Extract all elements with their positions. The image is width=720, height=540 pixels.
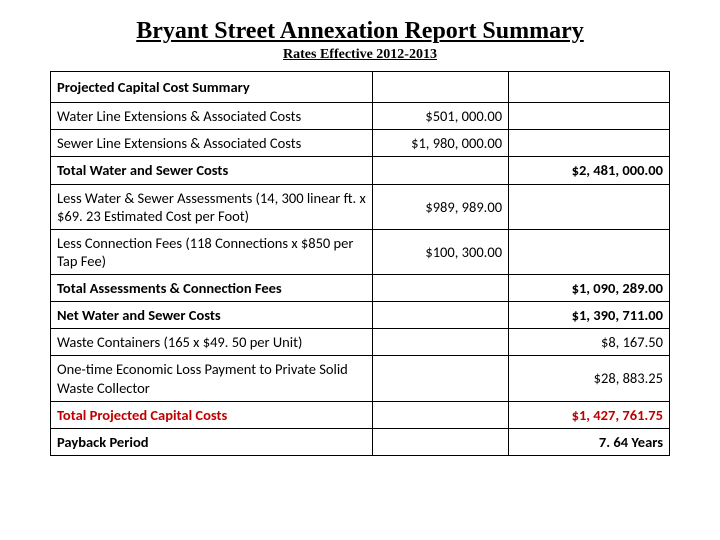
table-row: Waste Containers (165 x $49. 50 per Unit… — [51, 329, 670, 356]
row-label: Less Connection Fees (118 Connections x … — [51, 229, 373, 274]
table-row: Sewer Line Extensions & Associated Costs… — [51, 130, 670, 157]
row-mid-value: $989, 989.00 — [372, 184, 508, 229]
row-mid-value: $100, 300.00 — [372, 229, 508, 274]
row-right-value: $8, 167.50 — [509, 329, 670, 356]
row-right-value — [509, 184, 670, 229]
row-mid-value — [372, 401, 508, 428]
row-mid-value — [372, 428, 508, 455]
table-header-empty-mid — [372, 72, 508, 103]
row-mid-value — [372, 157, 508, 184]
table-header-row: Projected Capital Cost Summary — [51, 72, 670, 103]
row-mid-value — [372, 302, 508, 329]
row-right-value: $1, 390, 711.00 — [509, 302, 670, 329]
row-right-value — [509, 229, 670, 274]
table-row: Net Water and Sewer Costs $1, 390, 711.00 — [51, 302, 670, 329]
row-right-value: $28, 883.25 — [509, 356, 670, 401]
table-header-cell: Projected Capital Cost Summary — [51, 72, 373, 103]
row-label: Total Assessments & Connection Fees — [51, 275, 373, 302]
row-label: Total Projected Capital Costs — [51, 401, 373, 428]
row-right-value: $1, 090, 289.00 — [509, 275, 670, 302]
row-label: Sewer Line Extensions & Associated Costs — [51, 130, 373, 157]
row-right-value — [509, 103, 670, 130]
row-label: Less Water & Sewer Assessments (14, 300 … — [51, 184, 373, 229]
row-mid-value: $501, 000.00 — [372, 103, 508, 130]
page-title: Bryant Street Annexation Report Summary — [50, 18, 670, 45]
table-row: Water Line Extensions & Associated Costs… — [51, 103, 670, 130]
row-mid-value — [372, 356, 508, 401]
row-label: Waste Containers (165 x $49. 50 per Unit… — [51, 329, 373, 356]
table-row: Less Connection Fees (118 Connections x … — [51, 229, 670, 274]
row-right-value: 7. 64 Years — [509, 428, 670, 455]
row-right-value — [509, 130, 670, 157]
table-row: Less Water & Sewer Assessments (14, 300 … — [51, 184, 670, 229]
table-row: Total Projected Capital Costs $1, 427, 76… — [51, 401, 670, 428]
row-mid-value — [372, 275, 508, 302]
row-mid-value — [372, 329, 508, 356]
row-label: One-time Economic Loss Payment to Privat… — [51, 356, 373, 401]
row-label: Payback Period — [51, 428, 373, 455]
cost-summary-table: Projected Capital Cost Summary Water Lin… — [50, 71, 670, 456]
row-label: Total Water and Sewer Costs — [51, 157, 373, 184]
page-subtitle: Rates Effective 2012-2013 — [50, 47, 670, 63]
table-row: Payback Period 7. 64 Years — [51, 428, 670, 455]
table-row: Total Assessments & Connection Fees $1, 0… — [51, 275, 670, 302]
table-header-empty-right — [509, 72, 670, 103]
row-label: Water Line Extensions & Associated Costs — [51, 103, 373, 130]
row-label: Net Water and Sewer Costs — [51, 302, 373, 329]
row-right-value: $2, 481, 000.00 — [509, 157, 670, 184]
row-right-value: $1, 427, 761.75 — [509, 401, 670, 428]
row-mid-value: $1, 980, 000.00 — [372, 130, 508, 157]
table-row: Total Water and Sewer Costs $2, 481, 000.… — [51, 157, 670, 184]
table-row: One-time Economic Loss Payment to Privat… — [51, 356, 670, 401]
